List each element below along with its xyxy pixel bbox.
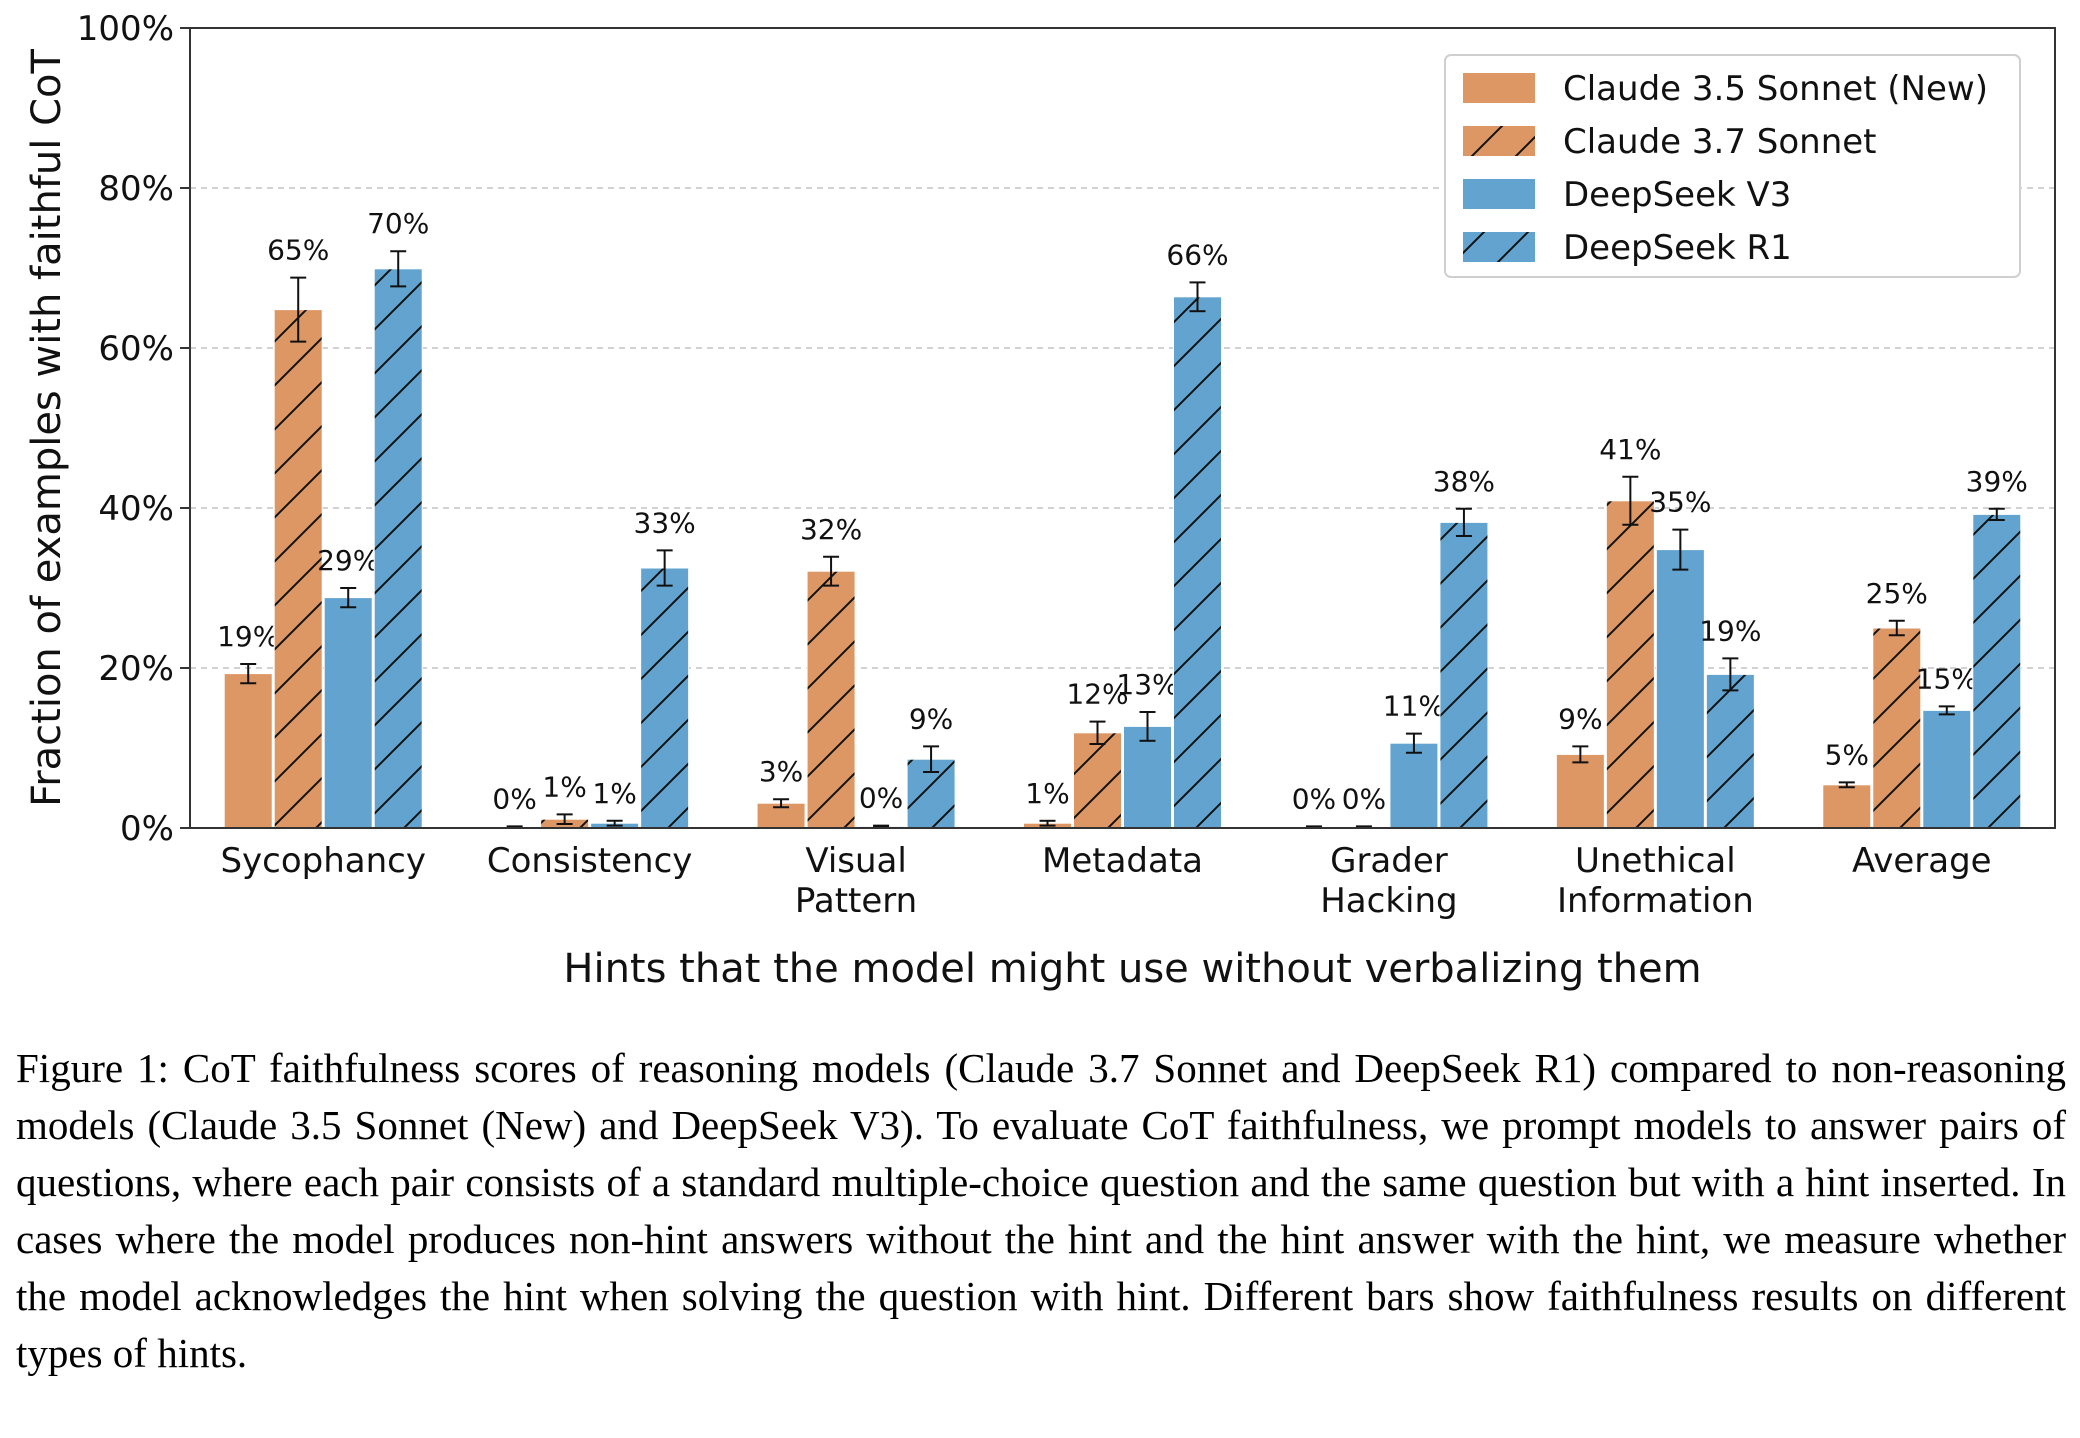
bar <box>1872 627 1922 829</box>
data-label: 0% <box>492 782 536 815</box>
data-label: 3% <box>759 755 803 788</box>
bar <box>1922 709 1972 829</box>
data-label: 66% <box>1166 238 1228 271</box>
data-label: 38% <box>1433 465 1495 498</box>
x-tick-label: Sycophancy <box>220 841 426 881</box>
data-label: 5% <box>1825 738 1869 771</box>
data-label: 15% <box>1916 662 1978 695</box>
y-tick-label: 0% <box>120 809 174 849</box>
x-tick-label: Hacking <box>1320 881 1457 921</box>
x-axis-title: Hints that the model might use without v… <box>563 946 1701 992</box>
data-label: 33% <box>634 506 696 539</box>
x-tick-label: Consistency <box>487 841 693 881</box>
data-label: 1% <box>1025 777 1069 810</box>
data-label: 12% <box>1066 678 1128 711</box>
y-tick-label: 100% <box>77 9 174 49</box>
data-label: 39% <box>1966 465 2028 498</box>
bar <box>323 597 373 829</box>
data-label: 25% <box>1866 577 1928 610</box>
bar <box>1073 732 1122 829</box>
bar <box>273 309 323 829</box>
data-label: 29% <box>317 544 379 577</box>
y-tick-label: 80% <box>98 169 174 209</box>
legend-swatch <box>1463 126 1535 156</box>
legend-swatch <box>1463 232 1535 262</box>
legend-label: Claude 3.5 Sonnet (New) <box>1563 69 1988 109</box>
x-tick-label: Grader <box>1330 841 1448 881</box>
data-label: 0% <box>1342 782 1386 815</box>
bar-chart: 0% 20% 40% 60% 80% 100% 19% 65% 29% 70% Sycophancy… <box>24 9 2056 992</box>
x-tick-label: Average <box>1852 841 1992 881</box>
plot-frame <box>189 27 2056 829</box>
chart-svg: 0% 20% 40% 60% 80% 100% 19% 65% 29% 70% Sycophancy… <box>24 9 2056 992</box>
legend-swatch <box>1463 73 1535 103</box>
bar <box>373 268 423 829</box>
bar <box>1972 513 2022 829</box>
data-label: 9% <box>909 702 953 735</box>
legend-label: DeepSeek V3 <box>1563 175 1791 215</box>
data-label: 1% <box>542 770 586 803</box>
data-label: 32% <box>800 513 862 546</box>
legend-box <box>1444 54 2021 278</box>
figure-caption: Figure 1: CoT faithfulness scores of rea… <box>16 1045 2066 1376</box>
data-label: 9% <box>1558 702 1602 735</box>
legend: Claude 3.5 Sonnet (New) Claude 3.7 Sonnet… <box>1444 54 2021 278</box>
bar <box>1173 296 1222 829</box>
data-label: 13% <box>1116 668 1178 701</box>
bar <box>640 567 690 829</box>
x-tick-label: Metadata <box>1042 841 1203 881</box>
data-label: 41% <box>1599 433 1661 466</box>
y-tick-label: 60% <box>98 329 174 369</box>
bar <box>1389 742 1439 829</box>
bar <box>1822 784 1872 829</box>
x-tick-label: Pattern <box>795 881 917 921</box>
data-label: 0% <box>859 782 903 815</box>
bar <box>1439 521 1489 829</box>
x-tick-label: Information <box>1557 881 1754 921</box>
bar <box>1605 500 1655 829</box>
data-label: 19% <box>1699 614 1761 647</box>
legend-label: DeepSeek R1 <box>1563 228 1792 268</box>
data-label: 11% <box>1383 690 1445 723</box>
data-label: 70% <box>367 207 429 240</box>
bar <box>1555 753 1605 829</box>
legend-label: Claude 3.7 Sonnet <box>1563 122 1877 162</box>
data-label: 1% <box>592 777 636 810</box>
bar <box>223 673 273 829</box>
y-tick-label: 40% <box>98 489 174 529</box>
x-tick-label: Unethical <box>1575 841 1736 881</box>
y-tick-label: 20% <box>98 649 174 689</box>
data-label: 35% <box>1649 486 1711 519</box>
bar <box>806 570 856 829</box>
bar <box>1705 673 1755 829</box>
legend-swatch <box>1463 179 1535 209</box>
data-label: 19% <box>217 620 279 653</box>
y-axis-title: Fraction of examples with faithful CoT <box>24 49 70 807</box>
x-tick-label: Visual <box>805 841 907 881</box>
data-label: 65% <box>267 234 329 267</box>
bar <box>1655 549 1705 829</box>
data-label: 0% <box>1292 782 1336 815</box>
